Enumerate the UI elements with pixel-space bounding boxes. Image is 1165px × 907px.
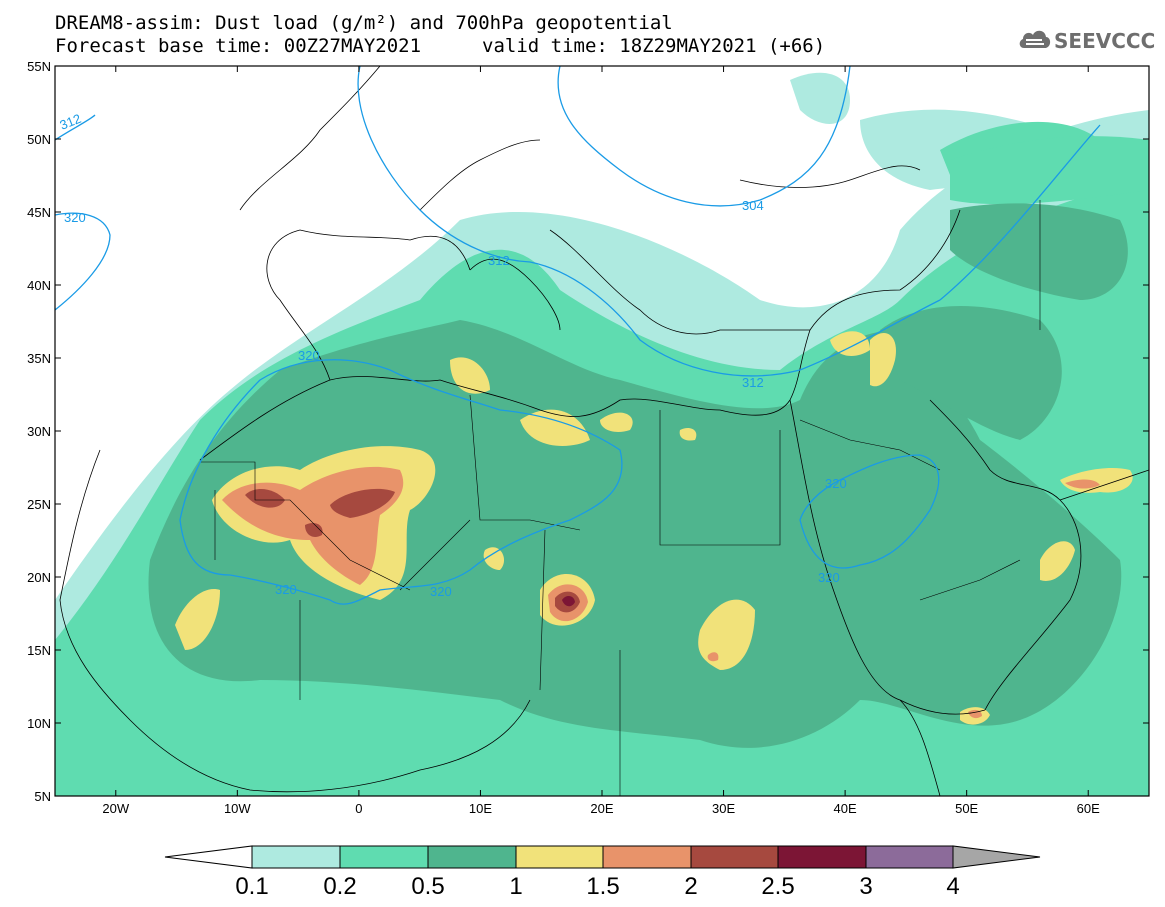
contour-label: 312 bbox=[488, 253, 510, 268]
lat-label: 50N bbox=[27, 132, 51, 147]
colorbar-under-triangle bbox=[164, 845, 253, 869]
contour-label: 320 bbox=[818, 570, 840, 585]
contour-labels: 312 320 312 304 312 320 320 320 320 320 bbox=[58, 111, 847, 599]
map-title: DREAM8-assim: Dust load (g/m²) and 700hP… bbox=[55, 12, 673, 34]
lon-label: 0 bbox=[355, 801, 362, 816]
colorbar-swatch bbox=[865, 845, 954, 869]
colorbar-swatch bbox=[690, 845, 779, 869]
colorbar-label: 1 bbox=[509, 873, 523, 900]
lon-label: 10W bbox=[224, 801, 251, 816]
borders bbox=[200, 200, 1041, 796]
lon-label: 20E bbox=[590, 801, 613, 816]
colorbar-label: 2.5 bbox=[761, 873, 795, 900]
colorbar-label: 0.2 bbox=[323, 873, 357, 900]
colorbar-over-triangle bbox=[952, 845, 1041, 869]
dust-layer-25 bbox=[562, 596, 575, 607]
seevccc-logo: SEEVCCC bbox=[1018, 26, 1156, 56]
valid-time: valid time: 18Z29MAY2021 (+66) bbox=[482, 35, 826, 57]
forecast-base-time: Forecast base time: 00Z27MAY2021 bbox=[55, 35, 422, 57]
colorbar-label: 3 bbox=[859, 873, 873, 900]
lon-label: 20W bbox=[102, 801, 129, 816]
contour-label: 320 bbox=[825, 476, 847, 491]
lat-label: 15N bbox=[27, 643, 51, 658]
lat-label: 25N bbox=[27, 497, 51, 512]
colorbar-label: 4 bbox=[946, 873, 960, 900]
colorbar-swatch bbox=[427, 845, 517, 869]
colorbar-swatch bbox=[251, 845, 341, 869]
lon-axis: 20W 10W 0 10E 20E 30E 40E 50E 60E bbox=[102, 66, 1100, 816]
logo-text: SEEVCCC bbox=[1054, 29, 1156, 53]
dust-layer-05 bbox=[148, 203, 1128, 748]
contour-label: 304 bbox=[742, 198, 764, 213]
colorbar-label: 2 bbox=[684, 873, 698, 900]
cloud-icon bbox=[1019, 30, 1051, 48]
dust-layer-2 bbox=[245, 488, 580, 613]
lat-axis: 55N 50N 45N 40N 35N 30N 25N 20N 15N 10N 5N bbox=[27, 59, 1149, 804]
contour-label: 320 bbox=[430, 584, 452, 599]
coastlines bbox=[59, 66, 1149, 796]
lat-label: 30N bbox=[27, 424, 51, 439]
lon-label: 40E bbox=[834, 801, 857, 816]
lat-label: 20N bbox=[27, 570, 51, 585]
contour-label: 320 bbox=[275, 582, 297, 597]
contour-label: 312 bbox=[742, 375, 764, 390]
lat-label: 40N bbox=[27, 278, 51, 293]
colorbar-label: 1.5 bbox=[586, 873, 620, 900]
lat-label: 55N bbox=[27, 59, 51, 74]
lat-label: 5N bbox=[34, 789, 51, 804]
colorbar-swatch bbox=[602, 845, 692, 869]
colorbar-label: 0.5 bbox=[411, 873, 445, 900]
lat-label: 35N bbox=[27, 351, 51, 366]
colorbar-swatch bbox=[339, 845, 429, 869]
lon-label: 50E bbox=[955, 801, 978, 816]
lon-label: 10E bbox=[469, 801, 492, 816]
colorbar bbox=[164, 845, 1041, 869]
contour-label: 320 bbox=[298, 348, 320, 363]
contour-label: 320 bbox=[64, 210, 86, 225]
lat-label: 45N bbox=[27, 205, 51, 220]
lat-label: 10N bbox=[27, 716, 51, 731]
colorbar-swatch bbox=[515, 845, 604, 869]
lon-label: 30E bbox=[712, 801, 735, 816]
colorbar-label: 0.1 bbox=[235, 873, 269, 900]
geopotential-contours bbox=[55, 66, 1101, 605]
colorbar-swatch bbox=[777, 845, 867, 869]
lon-label: 60E bbox=[1077, 801, 1100, 816]
